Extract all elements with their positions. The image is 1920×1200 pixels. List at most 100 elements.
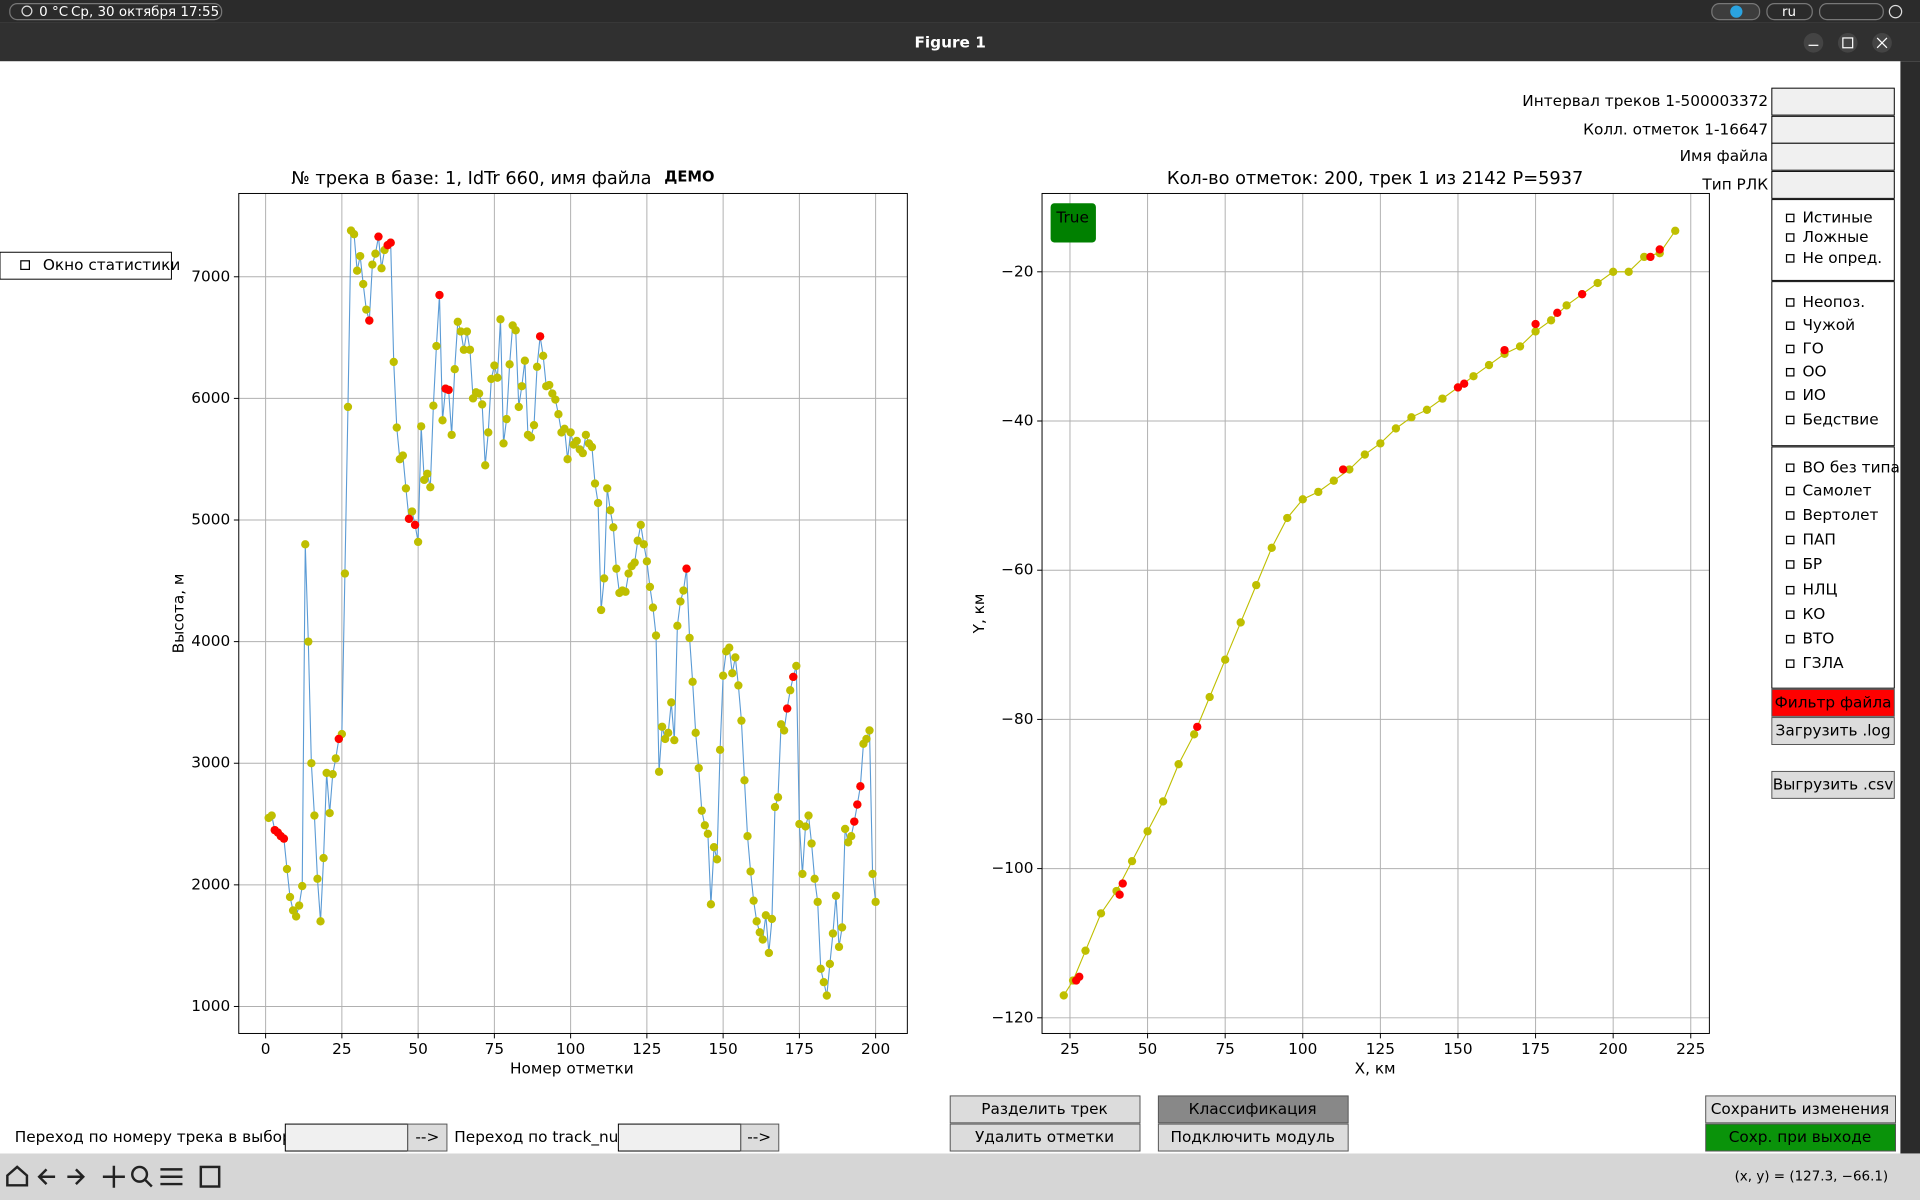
marker [563, 455, 572, 464]
checkbox[interactable] [1785, 321, 1795, 330]
button-label[interactable]: --> [747, 1128, 771, 1146]
marker [453, 317, 462, 326]
checkbox[interactable] [1785, 486, 1795, 496]
checkbox-label[interactable]: ГЗЛА [1802, 654, 1844, 672]
checkbox-label[interactable]: БР [1802, 555, 1822, 573]
checkbox-label[interactable]: Самолет [1802, 482, 1871, 500]
checkbox-label[interactable]: Ложные [1802, 228, 1868, 246]
x-tick-label: 150 [1443, 1040, 1472, 1058]
button[interactable] [740, 1123, 780, 1152]
checkbox-label[interactable]: Истиные [1802, 208, 1872, 226]
checkbox[interactable] [1785, 585, 1795, 595]
save-icon[interactable] [199, 1165, 221, 1188]
checkbox[interactable] [1785, 233, 1795, 242]
button[interactable] [1771, 688, 1895, 717]
checkbox[interactable] [1785, 535, 1795, 545]
button-label[interactable]: Подключить модуль [1170, 1128, 1334, 1146]
button[interactable] [949, 1123, 1141, 1152]
button[interactable] [1705, 1095, 1896, 1124]
checkbox-label[interactable]: Вертолет [1802, 506, 1878, 524]
checkbox-label[interactable]: НЛЦ [1802, 581, 1837, 599]
button-label[interactable]: Сохр. при выходе [1729, 1128, 1872, 1146]
marker [343, 402, 353, 412]
checkbox[interactable] [1785, 659, 1795, 668]
telegram-icon[interactable] [1730, 5, 1743, 18]
checkbox-label[interactable]: ВО без типа [1802, 458, 1899, 476]
forward-icon[interactable] [67, 1168, 85, 1185]
marker [1075, 972, 1084, 981]
checkbox[interactable] [20, 260, 30, 271]
y-axis-label: Y, км [970, 594, 988, 635]
checkbox[interactable] [1785, 463, 1795, 473]
text-input[interactable] [1771, 87, 1895, 116]
home-icon[interactable] [6, 1165, 29, 1187]
button[interactable] [1157, 1095, 1349, 1124]
checkbox[interactable] [1785, 254, 1795, 263]
checkbox-label[interactable]: КО [1802, 605, 1825, 623]
y-tick-label: 5000 [191, 511, 230, 529]
text-input[interactable] [284, 1123, 409, 1152]
button[interactable] [1771, 770, 1895, 799]
button-label[interactable]: Классификация [1189, 1100, 1317, 1118]
maximize-button[interactable] [1837, 33, 1858, 53]
marker [1577, 290, 1587, 299]
marker [801, 822, 810, 831]
checkbox[interactable] [1785, 511, 1795, 520]
checkbox[interactable] [1785, 367, 1795, 377]
marker [1624, 267, 1633, 276]
checkbox-label[interactable]: Бедствие [1802, 411, 1878, 429]
checkbox-label[interactable]: ОО [1802, 363, 1826, 381]
marker [368, 260, 377, 269]
button[interactable] [1771, 717, 1895, 745]
marker [731, 653, 740, 662]
checkbox[interactable] [1785, 610, 1795, 619]
checkbox[interactable] [1785, 560, 1795, 569]
checkbox[interactable] [1785, 344, 1795, 354]
button-label[interactable]: Удалить отметки [975, 1128, 1114, 1146]
clock-pill[interactable] [9, 3, 223, 21]
button[interactable] [949, 1095, 1141, 1124]
checkbox-label[interactable]: Не опред. [1802, 249, 1882, 267]
button-label[interactable]: Сохранить изменения [1711, 1100, 1890, 1118]
checkbox-label[interactable]: Неопоз. [1802, 293, 1865, 311]
system-tray[interactable] [1818, 3, 1884, 21]
configure-icon[interactable] [160, 1168, 183, 1186]
button-label[interactable]: Загрузить .log [1776, 722, 1891, 740]
marker [767, 914, 777, 924]
button[interactable] [1705, 1123, 1896, 1152]
checkbox-label[interactable]: Окно статистики [43, 256, 180, 274]
language-pill[interactable] [1766, 3, 1813, 21]
minimize-button[interactable] [1803, 33, 1824, 53]
checkbox-label[interactable]: Чужой [1802, 316, 1855, 334]
checkbox[interactable] [1785, 415, 1795, 425]
button[interactable] [407, 1123, 448, 1152]
pan-icon[interactable] [102, 1165, 125, 1188]
checkbox[interactable] [1785, 213, 1795, 223]
checkbox-label[interactable]: ПАП [1802, 531, 1835, 549]
text-input[interactable] [617, 1123, 742, 1152]
power-icon[interactable] [1888, 4, 1903, 19]
back-icon[interactable] [37, 1168, 56, 1185]
text-input[interactable] [1771, 142, 1895, 171]
checkbox[interactable] [1785, 298, 1795, 307]
language[interactable]: ru [1782, 5, 1796, 20]
checkbox-label[interactable]: ВТО [1802, 630, 1834, 648]
text-input[interactable] [1771, 115, 1895, 144]
marker [298, 881, 307, 891]
button-label[interactable]: Разделить трек [981, 1100, 1108, 1118]
zoom-icon[interactable] [131, 1165, 149, 1183]
checkbox-label[interactable]: ИО [1802, 386, 1825, 404]
checkbox[interactable] [1785, 391, 1795, 400]
button-label[interactable]: --> [415, 1128, 439, 1146]
checkbox[interactable] [1785, 634, 1795, 644]
marker [670, 735, 679, 745]
text-input[interactable] [1771, 170, 1895, 199]
button[interactable] [1157, 1123, 1349, 1152]
button-label[interactable]: Выгрузить .csv [1773, 775, 1894, 793]
marker [639, 540, 648, 549]
button-label[interactable]: Фильтр файла [1775, 693, 1892, 711]
checkbox-label[interactable]: ГО [1802, 339, 1823, 357]
marker [786, 686, 795, 695]
marker [572, 436, 581, 446]
marker [676, 597, 685, 606]
